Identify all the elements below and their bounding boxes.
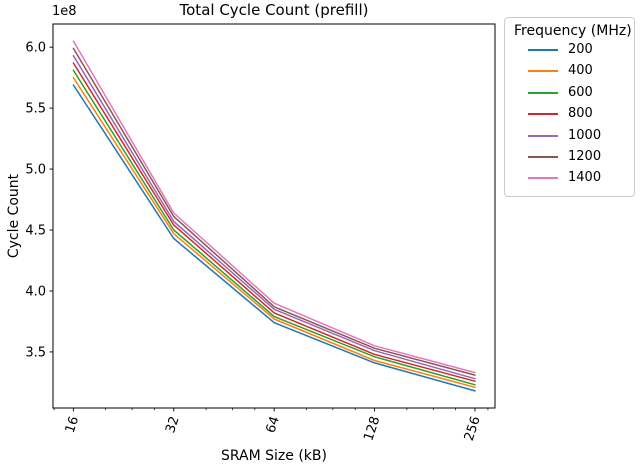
legend-entry: 800 <box>528 107 634 121</box>
legend: Frequency (MHz) 200 400 600 800 1000 1200 1400 <box>504 17 635 197</box>
legend-label: 1000 <box>568 127 602 143</box>
y-tick-label: 3.5 <box>25 345 46 360</box>
y-axis-offset-text: 1e8 <box>52 4 77 19</box>
legend-entry: 1400 <box>528 171 634 185</box>
legend-label: 600 <box>568 84 593 100</box>
x-tick-label: 32 <box>163 415 182 435</box>
legend-line-swatch <box>528 70 558 73</box>
legend-label: 400 <box>568 63 593 79</box>
legend-line-swatch <box>528 177 558 180</box>
y-axis-label: Cycle Count <box>6 173 22 259</box>
legend-line-swatch <box>528 113 558 116</box>
legend-entry: 1000 <box>528 127 634 143</box>
legend-title: Frequency (MHz) <box>514 23 632 39</box>
series-line-600 <box>72 69 476 386</box>
legend-line-swatch <box>528 91 558 94</box>
legend-line-swatch <box>528 49 558 51</box>
chart-title: Total Cycle Count (prefill) <box>179 1 369 19</box>
legend-entry: 200 <box>528 43 634 57</box>
series-line-200 <box>72 84 476 392</box>
legend-label: 1400 <box>568 170 602 186</box>
series-line-1000 <box>72 54 476 380</box>
series-line-400 <box>72 76 476 389</box>
x-tick-label: 128 <box>361 415 383 443</box>
legend-label: 200 <box>568 42 593 57</box>
y-tick-label: 5.5 <box>25 102 46 117</box>
series-line-1200 <box>72 47 476 376</box>
legend-entry: 400 <box>528 64 634 78</box>
legend-line-swatch <box>528 155 558 158</box>
y-tick-label: 4.0 <box>25 284 46 299</box>
legend-line-swatch <box>528 134 558 137</box>
legend-entry: 1200 <box>528 148 634 164</box>
series-line-800 <box>72 62 476 382</box>
legend-label: 1200 <box>568 148 602 164</box>
legend-entry: 600 <box>528 84 634 100</box>
legend-label: 800 <box>568 106 593 122</box>
x-tick-label: 64 <box>264 415 283 435</box>
y-tick-label: 4.5 <box>25 224 46 239</box>
x-tick-label: 256 <box>462 415 484 443</box>
series-line-1400 <box>72 40 476 374</box>
x-axis-label: SRAM Size (kB) <box>221 448 327 464</box>
y-tick-label: 5.0 <box>25 163 46 178</box>
y-tick-label: 6.0 <box>25 41 46 56</box>
x-tick-label: 16 <box>63 415 82 435</box>
plot-frame <box>52 23 496 409</box>
